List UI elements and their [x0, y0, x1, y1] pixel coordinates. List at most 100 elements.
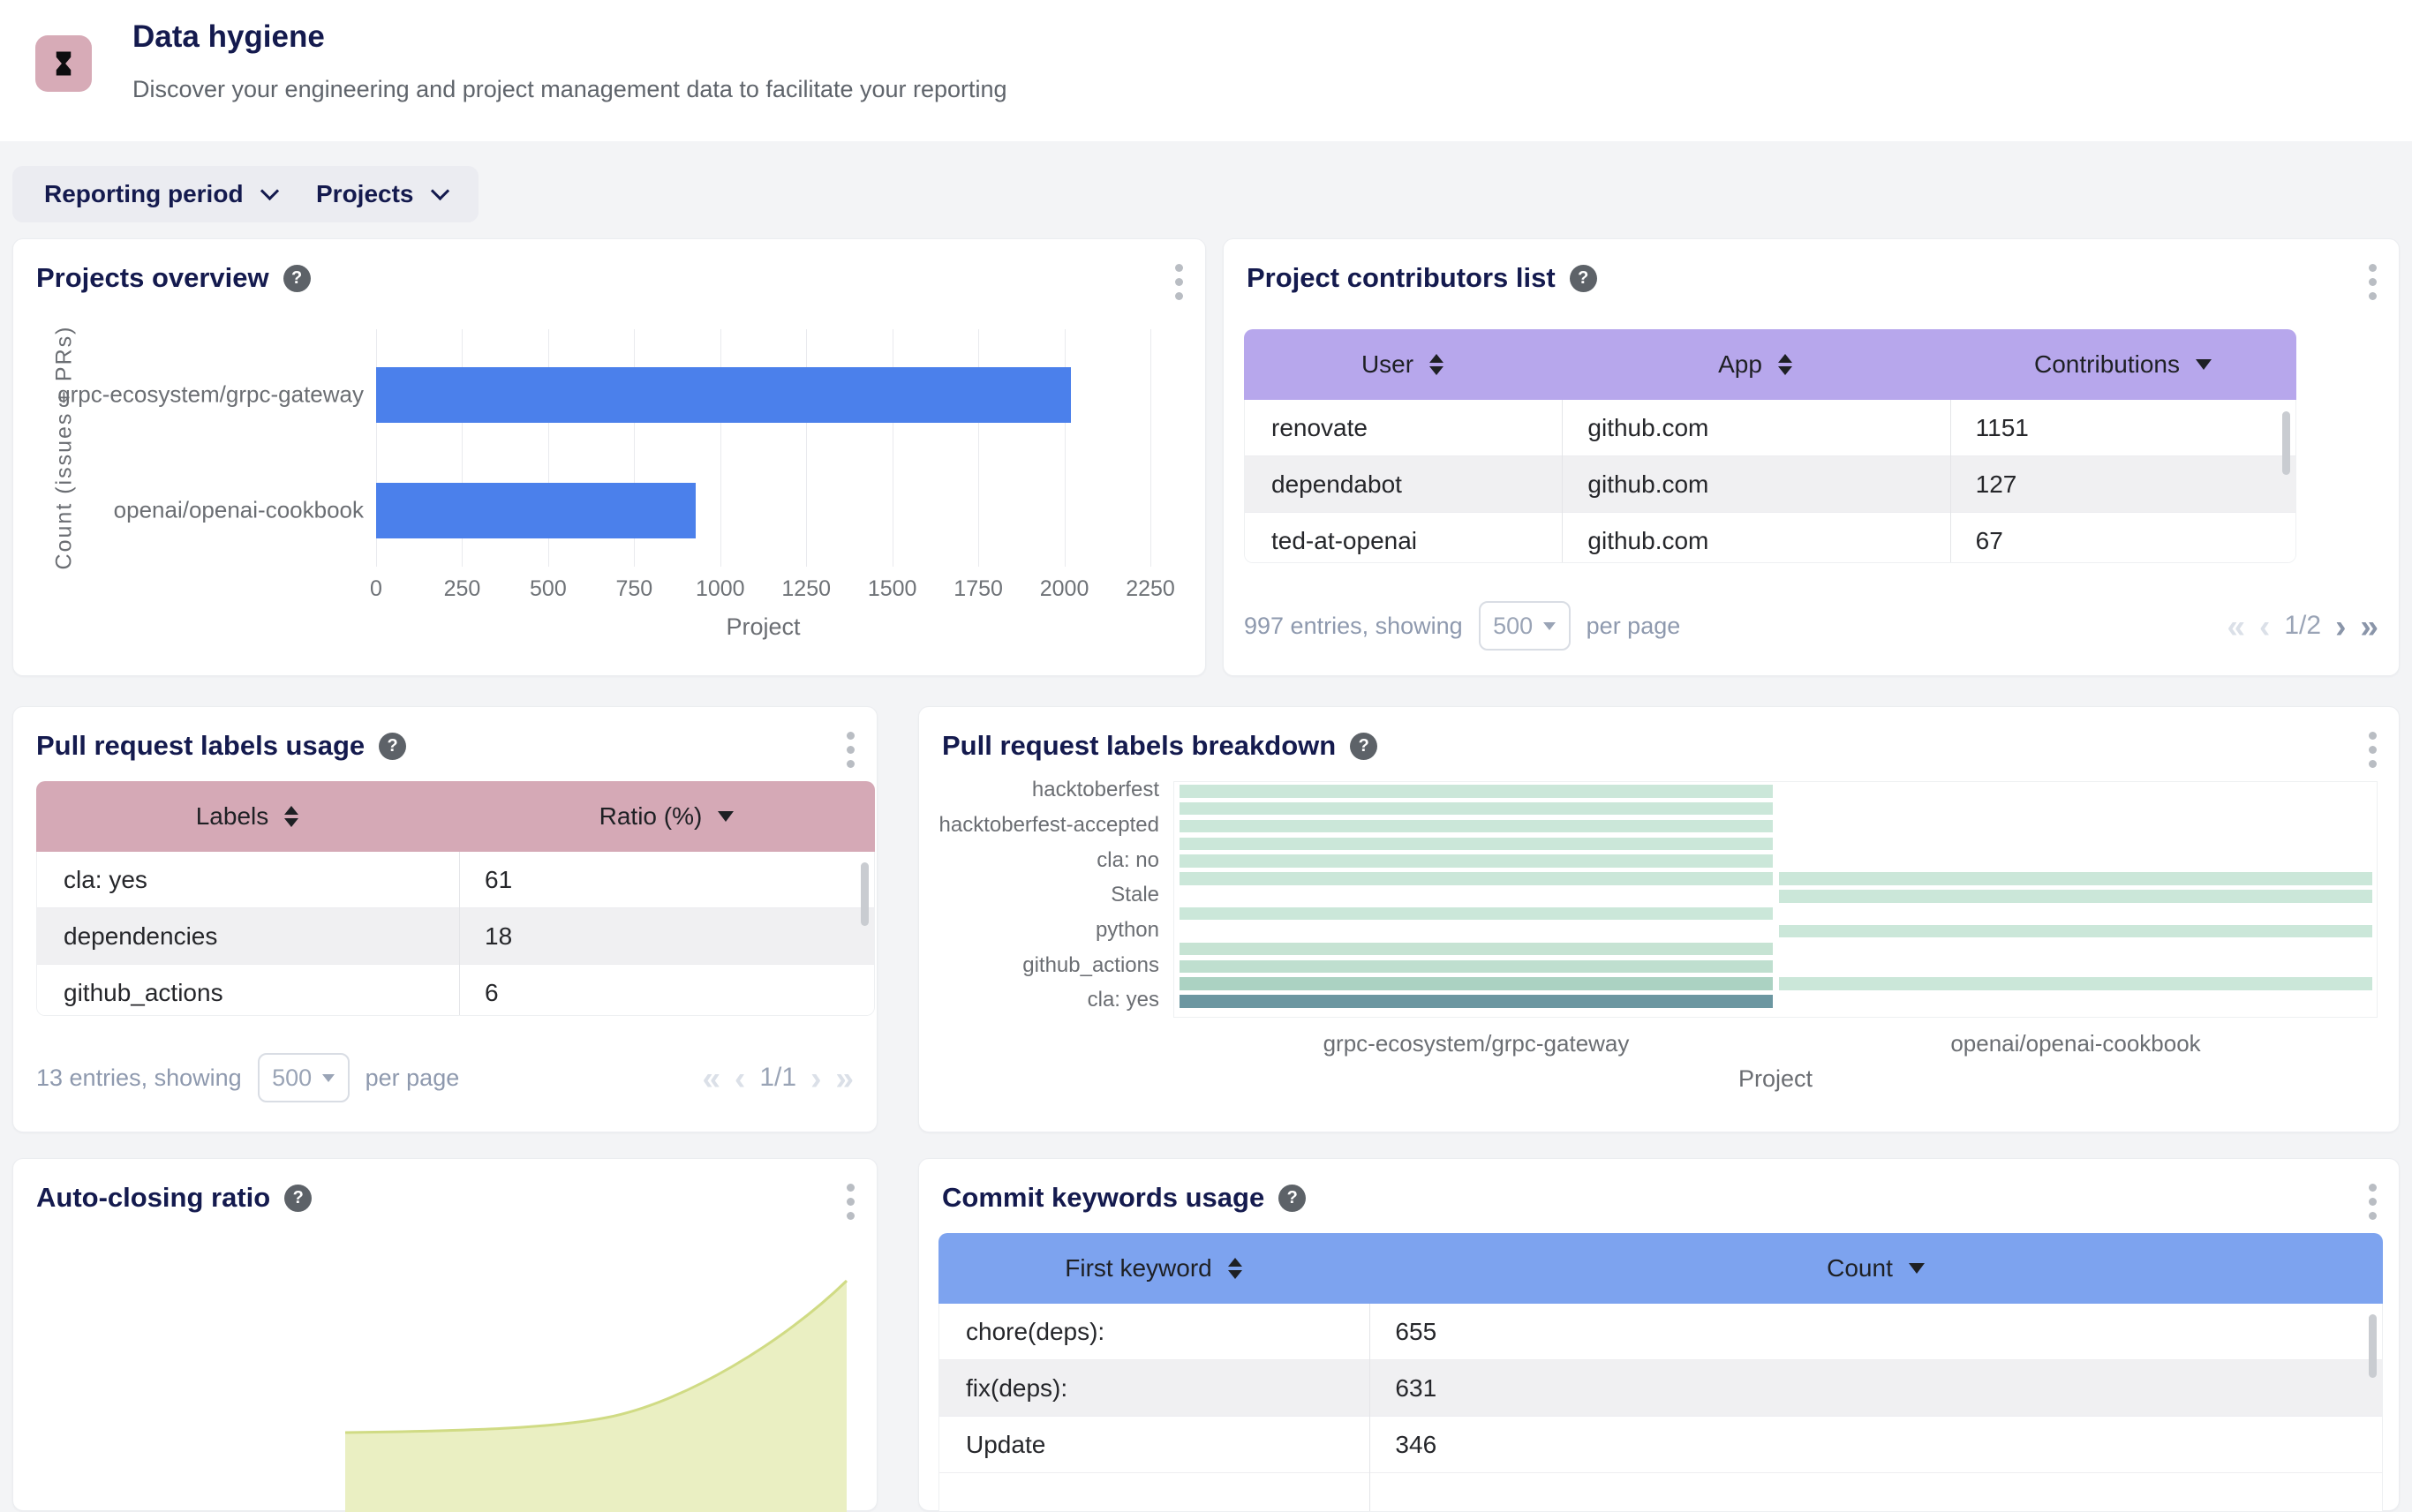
heatmap-cell [1180, 959, 1773, 973]
last-page-button[interactable]: » [835, 1059, 854, 1096]
contributors-card: Project contributors list ? User App Con… [1223, 238, 2400, 676]
column-divider [459, 852, 460, 1015]
sort-icon [1227, 1258, 1242, 1279]
sort-desc-icon [718, 811, 735, 822]
x-tick-label: 2250 [1126, 576, 1175, 601]
help-icon[interactable]: ? [379, 732, 407, 760]
heatmap-cell [1779, 890, 2372, 903]
kebab-menu-icon[interactable] [2367, 728, 2378, 771]
column-header-app[interactable]: App [1561, 329, 1949, 400]
card-title-text: Pull request labels breakdown [942, 730, 1337, 761]
cell-keyword: fix(deps): [966, 1373, 1068, 1402]
next-page-button[interactable]: › [2335, 607, 2347, 644]
column-header-user[interactable]: User [1244, 329, 1561, 400]
chevron-down-icon [430, 181, 449, 200]
app-icon [35, 35, 92, 92]
page-size-select[interactable]: 500 [1478, 601, 1571, 651]
cell-user: dependabot [1271, 470, 1402, 498]
kebab-menu-icon[interactable] [2367, 260, 2378, 304]
column-header-ratio[interactable]: Ratio (%) [458, 781, 875, 852]
cell-label: github_actions [64, 978, 223, 1006]
area-line [344, 1279, 848, 1434]
cell-keyword: Update [966, 1430, 1046, 1458]
help-icon[interactable]: ? [1569, 264, 1597, 292]
column-header-contributions[interactable]: Contributions [1949, 329, 2296, 400]
heatmap-row-labels: hacktoberfest hacktoberfest-accepted cla: … [919, 778, 1166, 1018]
prev-page-button[interactable]: ‹ [2259, 607, 2271, 644]
heatmap-row-label: github_actions [1022, 952, 1159, 977]
area-fill [345, 1281, 847, 1512]
table-row[interactable]: chore(deps): 655 [939, 1304, 2382, 1360]
heatmap-cell [1180, 837, 1773, 851]
heatmap-cell [1180, 977, 1773, 990]
sort-desc-icon [1908, 1263, 1925, 1274]
page-size-select[interactable]: 500 [257, 1053, 350, 1102]
table-row[interactable]: dependencies 18 [37, 908, 874, 965]
table-row[interactable]: cla: yes 61 [37, 852, 874, 908]
sort-icon [1429, 354, 1444, 375]
help-icon[interactable]: ? [284, 1184, 313, 1212]
table-header: First keyword Count [938, 1233, 2383, 1304]
heatmap-cell [1180, 801, 1773, 816]
cell-label: dependencies [64, 921, 218, 950]
labels-usage-table: Labels Ratio (%) cla: yes 61 dependencie… [36, 781, 875, 1016]
table-row[interactable]: ted-at-openai github.com 67 [1245, 513, 2295, 562]
heatmap-row-label: cla: yes [1087, 988, 1159, 1012]
last-page-button[interactable]: » [2360, 607, 2378, 644]
pagination: « ‹ 1/1 › » [702, 1053, 854, 1102]
projects-overview-plot [376, 329, 1151, 567]
reporting-period-label: Reporting period [44, 180, 244, 207]
prev-page-button[interactable]: ‹ [735, 1059, 746, 1096]
help-icon[interactable]: ? [1278, 1184, 1307, 1212]
x-tick-label: 1000 [695, 576, 745, 601]
entries-count: 13 entries, showing [36, 1064, 242, 1091]
table-row[interactable]: fix(deps): 631 [939, 1360, 2382, 1417]
heatmap-cell [1180, 942, 1773, 956]
column-header-count[interactable]: Count [1368, 1233, 2383, 1304]
reporting-period-dropdown[interactable]: Reporting period [12, 166, 308, 222]
select-caret-icon [1543, 621, 1556, 630]
help-icon[interactable]: ? [283, 264, 311, 292]
table-row[interactable]: renovate github.com 1151 [1245, 400, 2295, 456]
vertical-scrollbar[interactable] [861, 862, 869, 926]
hourglass-icon [56, 51, 72, 76]
first-page-button[interactable]: « [702, 1059, 721, 1096]
cell-keyword: chore(deps): [966, 1317, 1105, 1345]
pagination: « ‹ 1/2 › » [2227, 601, 2378, 651]
table-row[interactable]: Update 346 [939, 1417, 2382, 1473]
vertical-scrollbar[interactable] [2282, 411, 2290, 475]
kebab-menu-icon[interactable] [1173, 260, 1184, 304]
column-divider [1562, 400, 1563, 562]
gridline [720, 329, 721, 567]
cell-ratio: 18 [485, 921, 513, 950]
kebab-menu-icon[interactable] [2367, 1180, 2378, 1223]
heatmap-cell [1180, 995, 1773, 1008]
cell-ratio: 6 [485, 978, 499, 1006]
x-tick-label: 1250 [781, 576, 832, 601]
table-row[interactable]: github_actions 6 [37, 965, 874, 1015]
table-footer: 997 entries, showing 500 per page [1244, 601, 1680, 651]
labels-breakdown-plot [1173, 781, 2378, 1018]
kebab-menu-icon[interactable] [845, 1180, 856, 1223]
projects-dropdown[interactable]: Projects [284, 166, 479, 222]
column-header-first-keyword[interactable]: First keyword [938, 1233, 1368, 1304]
cell-user: ted-at-openai [1271, 526, 1418, 554]
bar-openai/openai-cookbook [376, 483, 696, 538]
vertical-scrollbar[interactable] [2369, 1314, 2377, 1378]
heatmap-cell [1779, 977, 2372, 990]
kebab-menu-icon[interactable] [845, 728, 856, 771]
first-page-button[interactable]: « [2227, 607, 2246, 644]
commit-keywords-table: First keyword Count chore(deps): 655 fix… [938, 1233, 2383, 1512]
card-title-text: Auto-closing ratio [36, 1182, 271, 1213]
help-icon[interactable]: ? [1350, 732, 1378, 760]
labels-breakdown-card: Pull request labels breakdown ? hacktobe… [918, 706, 2400, 1132]
area-chart [344, 1279, 848, 1512]
labels-usage-card: Pull request labels usage ? Labels Ratio… [12, 706, 878, 1132]
next-page-button[interactable]: › [810, 1059, 822, 1096]
heatmap-column-label: grpc-ecosystem/grpc-gateway [1323, 1030, 1630, 1057]
cell-count: 346 [1395, 1430, 1437, 1458]
column-header-labels[interactable]: Labels [36, 781, 458, 852]
table-row[interactable]: dependabot github.com 127 [1245, 456, 2295, 513]
gridline [1150, 329, 1151, 567]
x-tick-label: 250 [443, 576, 481, 601]
